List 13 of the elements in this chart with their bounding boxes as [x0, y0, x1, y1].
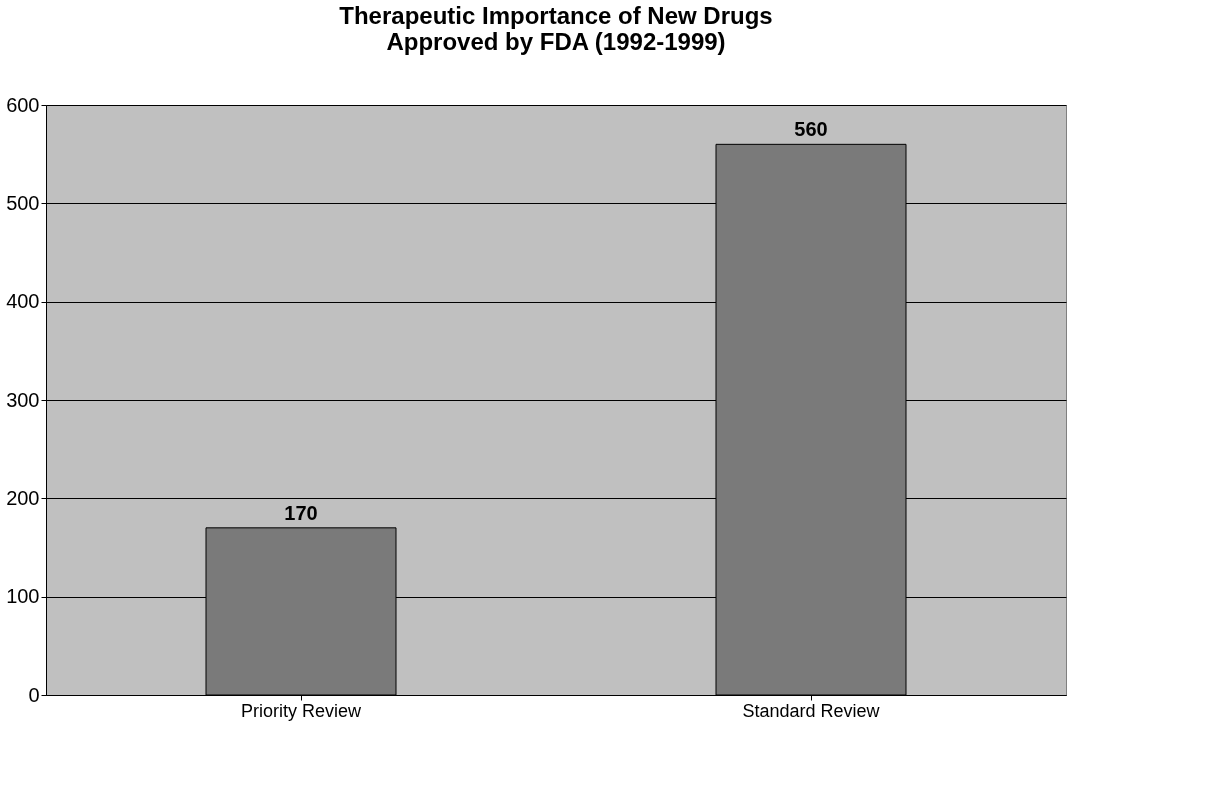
y-tick-label: 400: [6, 290, 40, 313]
text: Therapeutic Importance of New Drugs: [339, 2, 773, 29]
text: Approved by FDA (1992-1999): [386, 28, 726, 55]
x-tick-label: Priority Review: [240, 700, 363, 721]
y-tick-label: 0: [28, 683, 40, 706]
y-tick-label: 500: [6, 191, 40, 214]
data-label: 170: [284, 501, 318, 524]
y-tick-label: 100: [6, 585, 40, 608]
data-label: 560: [794, 118, 828, 141]
y-tick-label: 200: [6, 486, 40, 509]
x-tick-label: Standard Review: [742, 700, 881, 721]
y-tick-label: 300: [6, 388, 40, 411]
y-tick-label: 600: [6, 93, 40, 116]
